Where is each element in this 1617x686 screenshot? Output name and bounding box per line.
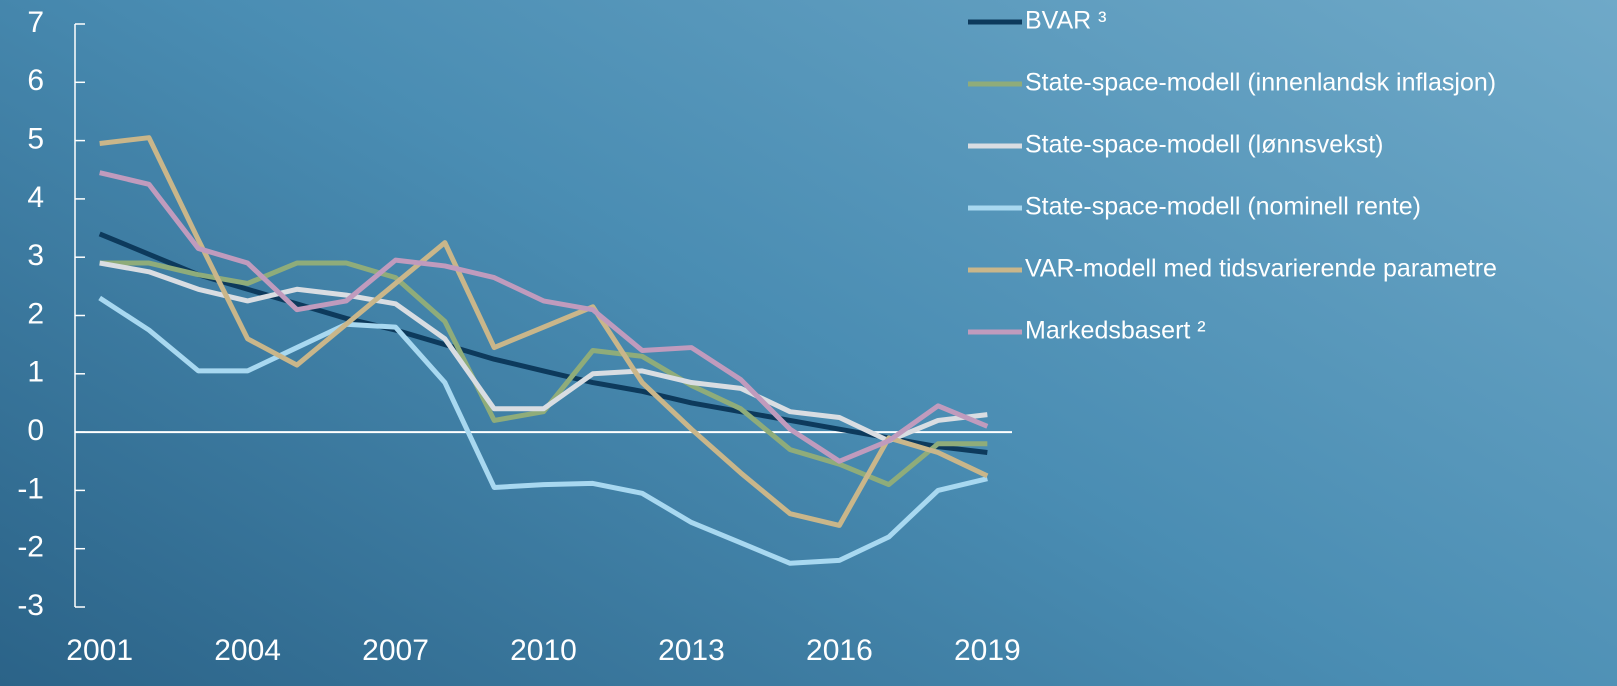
- legend-label: State-space-modell (nominell rente): [1025, 193, 1421, 221]
- y-tick-label: 7: [27, 6, 44, 39]
- y-tick-label: 6: [27, 64, 44, 97]
- x-tick-label: 2007: [362, 634, 429, 667]
- y-tick-label: -1: [17, 472, 44, 505]
- series-line: [99, 260, 988, 488]
- x-tick-label: 2019: [954, 634, 1021, 667]
- x-tick-label: 2013: [658, 634, 725, 667]
- x-tick-label: 2010: [510, 634, 577, 667]
- legend-label: Markedsbasert ²: [1025, 317, 1206, 345]
- x-tick-label: 2004: [214, 634, 281, 667]
- y-tick-label: 1: [27, 356, 44, 389]
- y-tick-label: 4: [27, 181, 44, 214]
- legend-label: VAR-modell med tidsvarierende parametre: [1025, 255, 1497, 283]
- series-line: [98, 231, 988, 455]
- series-line: [99, 170, 989, 464]
- y-tick-label: 0: [27, 414, 44, 447]
- y-tick-label: 3: [27, 239, 44, 272]
- x-tick-label: 2016: [806, 634, 873, 667]
- legend-label: State-space-modell (lønnsvekst): [1025, 131, 1383, 159]
- y-tick-label: -3: [17, 589, 44, 622]
- y-tick-label: 5: [27, 123, 44, 156]
- legend-label: State-space-modell (innenlandsk inflasjo…: [1025, 69, 1496, 97]
- series-line: [98, 295, 988, 566]
- series-line: [99, 135, 989, 528]
- y-tick-label: 2: [27, 297, 44, 330]
- series-line: [99, 260, 988, 444]
- y-tick-label: -2: [17, 531, 44, 564]
- x-tick-label: 2001: [66, 634, 133, 667]
- legend-label: BVAR ³: [1025, 7, 1107, 35]
